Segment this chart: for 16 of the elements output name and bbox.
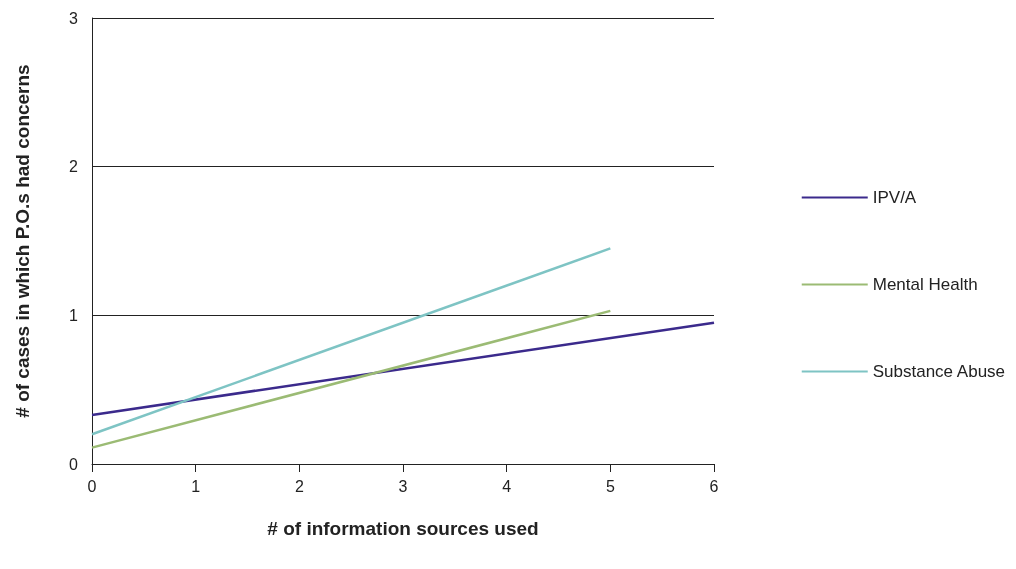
y-tick-label: 2 xyxy=(69,158,79,176)
x-tick-label: 6 xyxy=(709,477,719,495)
x-tick-label: 2 xyxy=(294,477,304,495)
x-tick-label: 0 xyxy=(87,477,97,495)
x-tick-label: 4 xyxy=(502,477,512,495)
legend-label: Mental Health xyxy=(872,275,978,294)
y-axis-title: # of cases in which P.O.s had concerns xyxy=(12,64,33,418)
legend-label: IPV/A xyxy=(872,188,917,207)
x-axis-title: # of information sources used xyxy=(267,518,539,539)
y-tick-label: 3 xyxy=(69,9,79,27)
x-tick-label: 1 xyxy=(191,477,201,495)
legend-label: Substance Abuse xyxy=(872,362,1006,381)
x-tick-label: 3 xyxy=(398,477,408,495)
y-tick-label: 1 xyxy=(69,306,79,324)
x-tick-label: 5 xyxy=(605,477,615,495)
y-tick-label: 0 xyxy=(69,455,79,473)
